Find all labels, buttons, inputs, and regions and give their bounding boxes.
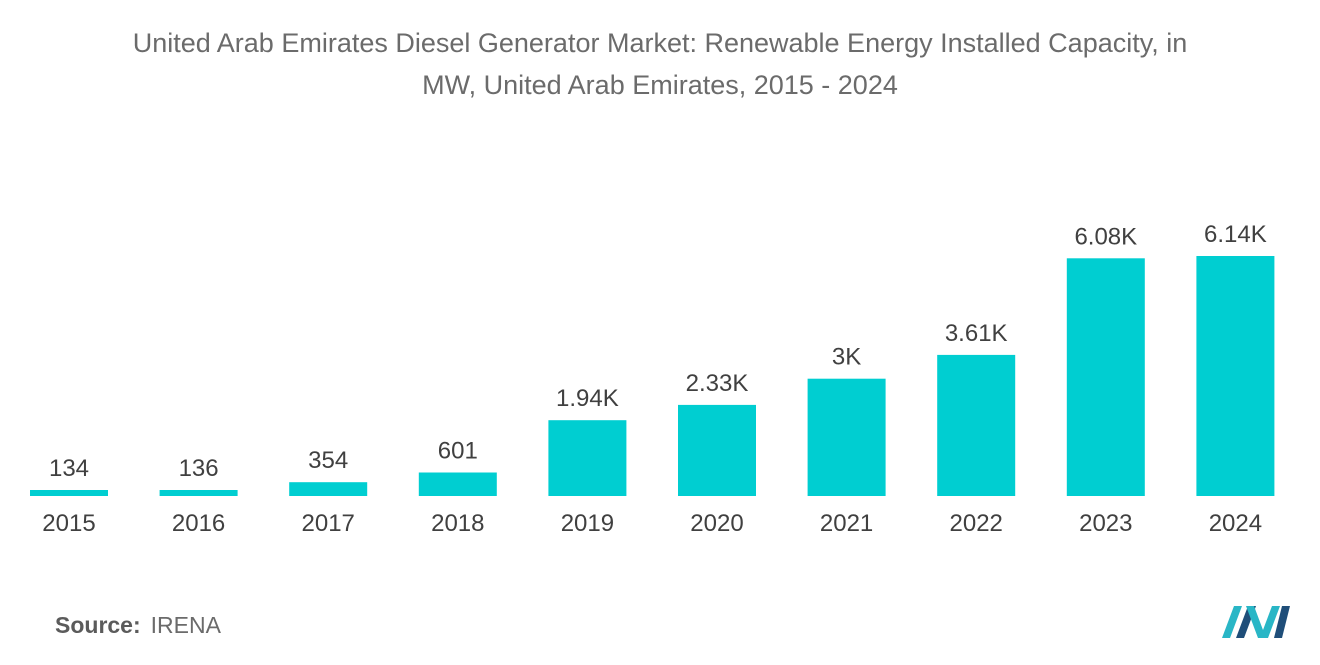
data-label-2018: 601 [438, 438, 478, 465]
bar-2020 [678, 404, 756, 496]
x-tick-label-2017: 2017 [302, 510, 355, 537]
x-tick-label-2020: 2020 [690, 510, 743, 537]
data-label-2020: 2.33K [686, 370, 749, 397]
bar-2019 [548, 420, 627, 496]
chart-title: United Arab Emirates Diesel Generator Ma… [20, 22, 1300, 106]
x-tick-label-2018: 2018 [431, 510, 484, 537]
data-label-2015: 134 [49, 455, 89, 482]
data-label-2019: 1.94K [556, 385, 619, 412]
data-label-2016: 136 [179, 455, 219, 482]
bar-2021 [807, 378, 886, 496]
source-label: Source: [55, 612, 141, 638]
data-label-2024: 6.14K [1204, 221, 1267, 248]
x-tick-label-2022: 2022 [950, 510, 1003, 537]
mordor-intelligence-logo-icon [1222, 606, 1290, 638]
x-tick-label-2021: 2021 [820, 510, 873, 537]
source-note: Source: IRENA [55, 612, 221, 639]
bar-2024 [1196, 256, 1275, 496]
bar-2023 [1066, 258, 1145, 496]
x-tick-label-2024: 2024 [1209, 510, 1262, 537]
x-tick-label-2019: 2019 [561, 510, 614, 537]
bar-chart: 134 2015 136 2016 354 2017 601 2018 1.94K 2019 2.3… [30, 221, 1275, 537]
bar-2017 [289, 482, 368, 496]
bar-2016 [159, 490, 238, 496]
x-tick-label-2016: 2016 [172, 510, 225, 537]
data-label-2022: 3.61K [945, 320, 1008, 347]
x-tick-label-2023: 2023 [1079, 510, 1132, 537]
data-label-2023: 6.08K [1074, 223, 1137, 250]
source-value: IRENA [150, 612, 221, 638]
bar-2022 [937, 354, 1016, 496]
chart-title-line-2: MW, United Arab Emirates, 2015 - 2024 [422, 70, 898, 100]
data-label-2017: 354 [308, 447, 348, 474]
x-tick-label-2015: 2015 [42, 510, 95, 537]
data-label-2021: 3K [832, 344, 861, 371]
bar-2015 [30, 490, 108, 496]
chart-title-line-1: United Arab Emirates Diesel Generator Ma… [132, 28, 1188, 58]
bar-2018 [418, 472, 497, 496]
